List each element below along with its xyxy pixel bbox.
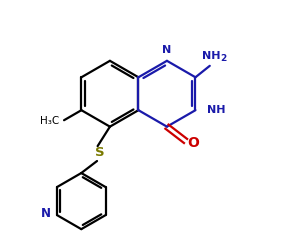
Text: NH: NH [208, 105, 226, 115]
Text: O: O [188, 136, 200, 150]
Text: N: N [41, 207, 51, 220]
Text: S: S [94, 147, 104, 159]
Text: H₃C: H₃C [40, 116, 59, 126]
Text: 2: 2 [220, 54, 226, 63]
Text: NH: NH [202, 51, 220, 61]
Text: N: N [162, 44, 172, 54]
